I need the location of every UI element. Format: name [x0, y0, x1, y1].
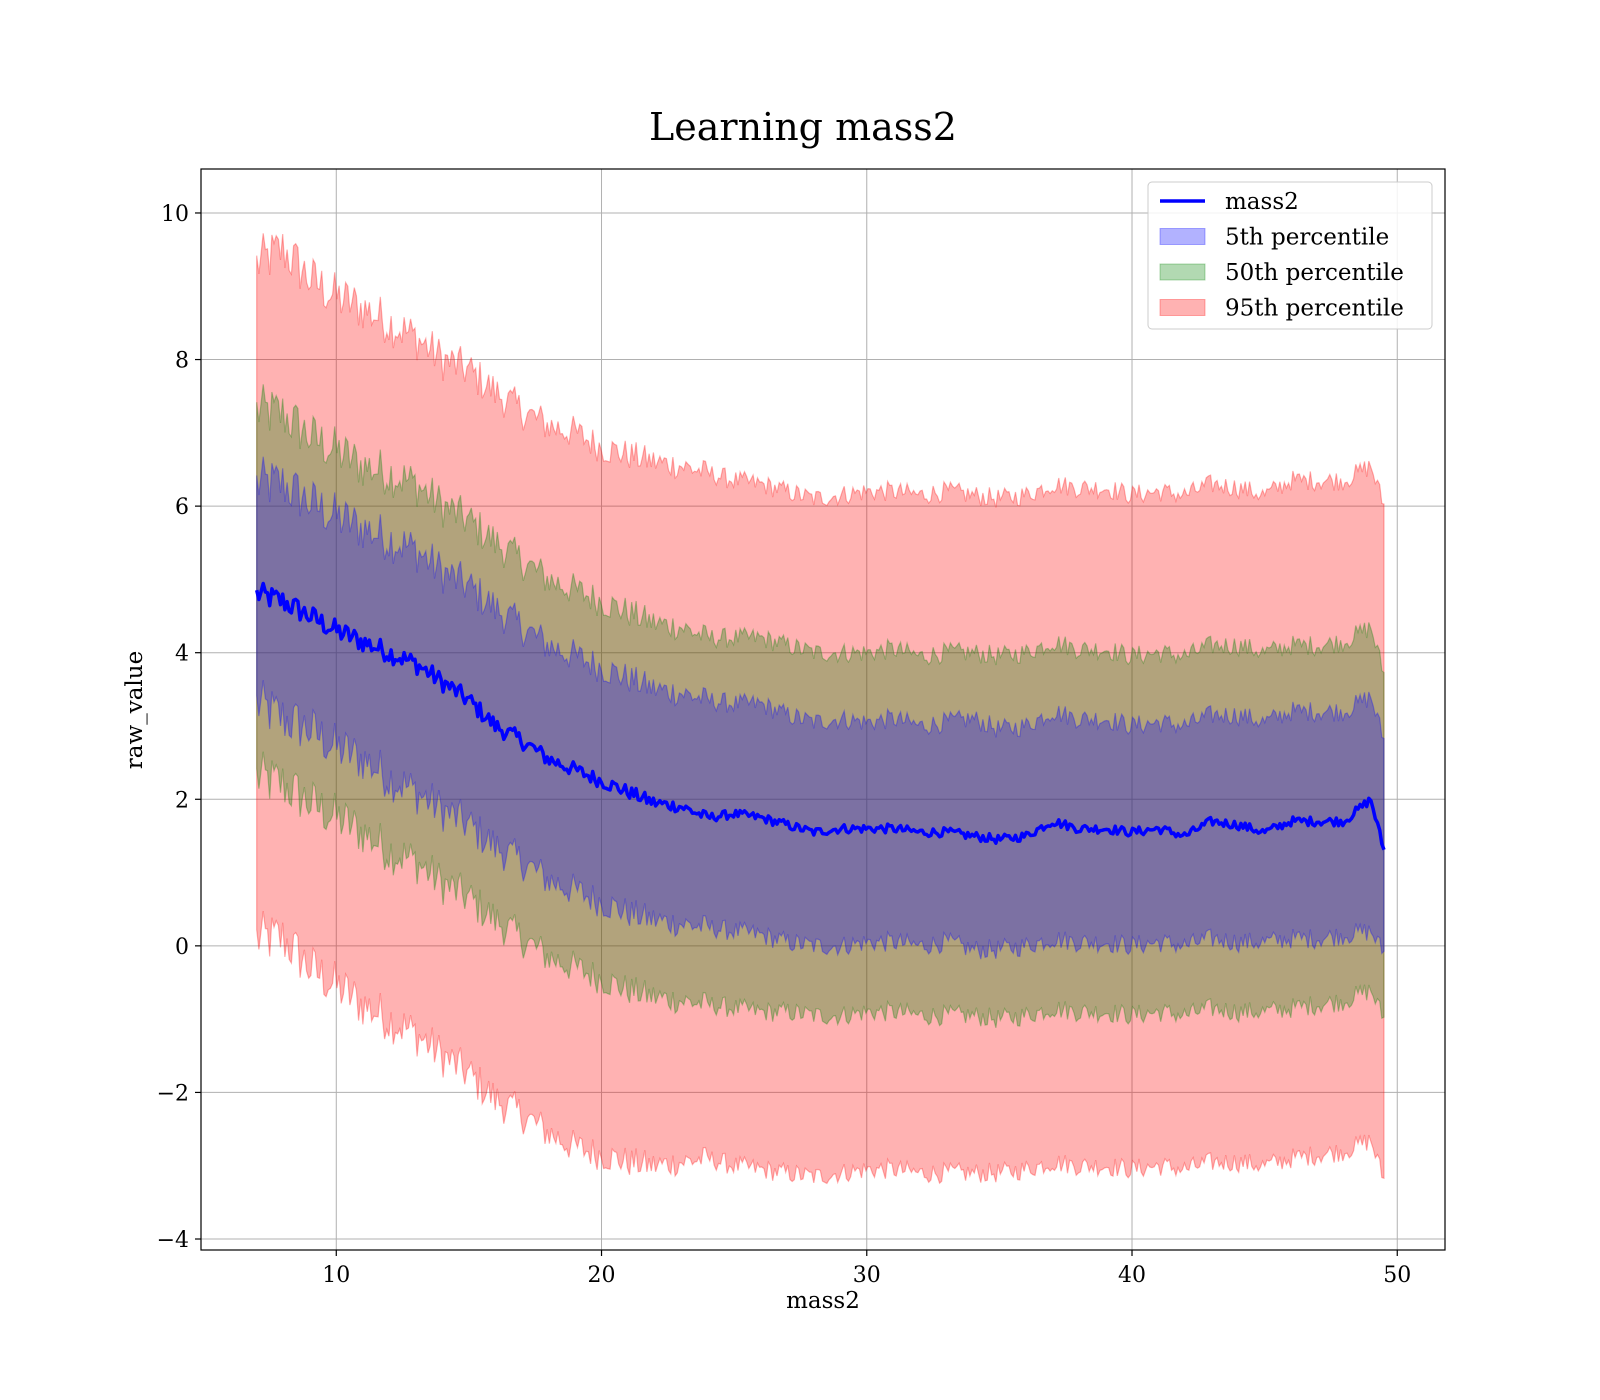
- y-axis-title: raw_value: [122, 651, 148, 769]
- band-95th-percentile: [256, 233, 1385, 1185]
- x-axis-title: mass2: [786, 1288, 860, 1314]
- x-tick-label: 40: [1118, 1263, 1146, 1288]
- band-5th-percentile: [256, 456, 1385, 960]
- legend-label: 50th percentile: [1225, 260, 1404, 286]
- y-tick-label: −2: [157, 1081, 189, 1106]
- y-axis-ticks: −4 −2 0 2 4 6 8 10: [157, 202, 201, 1253]
- percentile-bands: [256, 233, 1385, 1185]
- x-tick-label: 20: [588, 1263, 616, 1288]
- x-tick-label: 30: [853, 1263, 881, 1288]
- band-50th-percentile: [256, 384, 1385, 1028]
- legend-label: 5th percentile: [1225, 225, 1389, 251]
- y-tick-label: 2: [175, 788, 189, 813]
- chart-title: Learning mass2: [649, 105, 957, 149]
- y-tick-label: 6: [175, 495, 189, 520]
- x-axis-ticks: 10 20 30 40 50: [322, 1250, 1411, 1288]
- x-tick-label: 50: [1383, 1263, 1411, 1288]
- y-tick-label: 0: [175, 935, 189, 960]
- legend-swatch: [1159, 299, 1206, 316]
- y-tick-label: 4: [175, 642, 189, 667]
- y-tick-label: 10: [161, 202, 189, 227]
- legend-swatch: [1159, 263, 1206, 281]
- grid-lines: [201, 169, 1445, 1250]
- legend-swatch: [1159, 228, 1206, 245]
- y-tick-label: −4: [157, 1228, 189, 1253]
- plot-frame: [200, 168, 1446, 1251]
- x-tick-label: 10: [322, 1263, 350, 1288]
- legend-box: [1147, 181, 1433, 330]
- legend-label: 95th percentile: [1225, 296, 1404, 322]
- line-mass2: [254, 581, 1386, 851]
- series-lines: [254, 581, 1386, 851]
- legend-label: mass2: [1225, 189, 1299, 215]
- y-tick-label: 8: [175, 349, 189, 374]
- legend: mass2 5th percentile 50th percentile 95th p…: [1147, 181, 1433, 330]
